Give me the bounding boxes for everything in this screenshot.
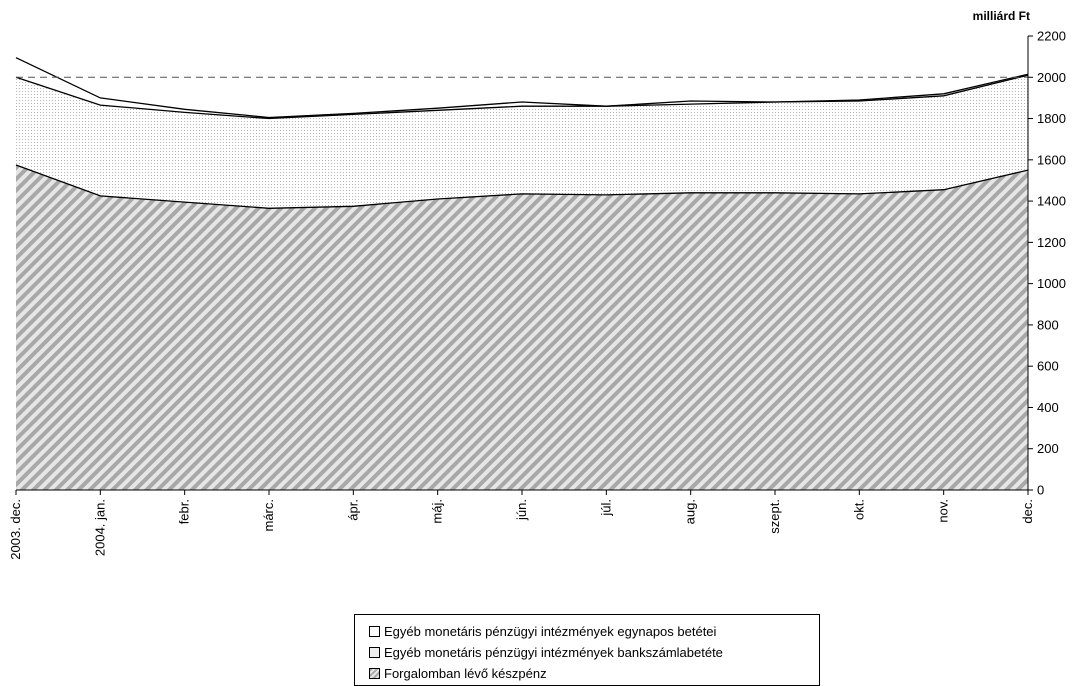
x-tick-label: ápr. — [345, 499, 360, 521]
y-tick-label: 2000 — [1037, 70, 1066, 85]
y-tick-label: 200 — [1037, 441, 1059, 456]
y-tick-label: 0 — [1037, 483, 1044, 498]
x-tick-label: aug. — [683, 499, 698, 524]
legend-item-overnight: Egyéb monetáris pénzügyi intézmények egy… — [369, 621, 819, 642]
x-tick-label: nov. — [936, 499, 951, 523]
y-tick-label: 400 — [1037, 400, 1059, 415]
y-tick-label: 1200 — [1037, 235, 1066, 250]
x-tick-label: júl. — [598, 499, 613, 517]
x-tick-label: 2003. dec. — [8, 499, 23, 560]
area-series-0 — [16, 165, 1028, 490]
x-tick-label: márc. — [261, 499, 276, 532]
x-tick-label: jún. — [514, 499, 529, 521]
series-line-0 — [15, 164, 1029, 209]
y-tick-label: 1600 — [1037, 152, 1066, 167]
legend: Egyéb monetáris pénzügyi intézmények egy… — [354, 614, 820, 686]
series-lines — [15, 57, 1029, 209]
y-unit-label: milliárd Ft — [973, 9, 1030, 23]
x-tick-label: szept. — [767, 499, 782, 534]
x-tick-label: febr. — [177, 499, 192, 524]
legend-label-overnight: Egyéb monetáris pénzügyi intézmények egy… — [384, 624, 717, 639]
series-line-1 — [15, 74, 1029, 120]
y-tick-label: 1400 — [1037, 194, 1066, 209]
y-tick-label: 1000 — [1037, 276, 1066, 291]
y-tick-label: 600 — [1037, 359, 1059, 374]
legend-label-account: Egyéb monetáris pénzügyi intézmények ban… — [384, 645, 723, 660]
chart-svg: milliárd Ft 0 200 400 600 800 1000 1200 1400 160… — [8, 9, 1066, 560]
x-tick-label: okt. — [851, 499, 866, 520]
legend-label-cash: Forgalomban lévő készpénz — [384, 666, 547, 681]
y-tick-label: 1800 — [1037, 111, 1066, 126]
series-line-2 — [15, 57, 1029, 119]
legend-item-account: Egyéb monetáris pénzügyi intézmények ban… — [369, 642, 819, 663]
x-tick-label: máj. — [430, 499, 445, 524]
area-series-1 — [16, 75, 1028, 209]
axes: 0 200 400 600 800 1000 1200 1400 1600 1800 2000 220… — [8, 29, 1066, 560]
y-tick-label: 800 — [1037, 317, 1059, 332]
legend-item-cash: Forgalomban lévő készpénz — [369, 663, 819, 684]
y-tick-label: 2200 — [1037, 29, 1066, 44]
x-tick-label: 2004. jan. — [92, 499, 107, 556]
legend-swatch-overnight — [369, 626, 380, 637]
legend-swatch-cash — [369, 668, 380, 679]
area-layers — [16, 57, 1028, 490]
legend-swatch-account — [369, 647, 380, 658]
x-tick-label: dec. — [1020, 499, 1035, 524]
